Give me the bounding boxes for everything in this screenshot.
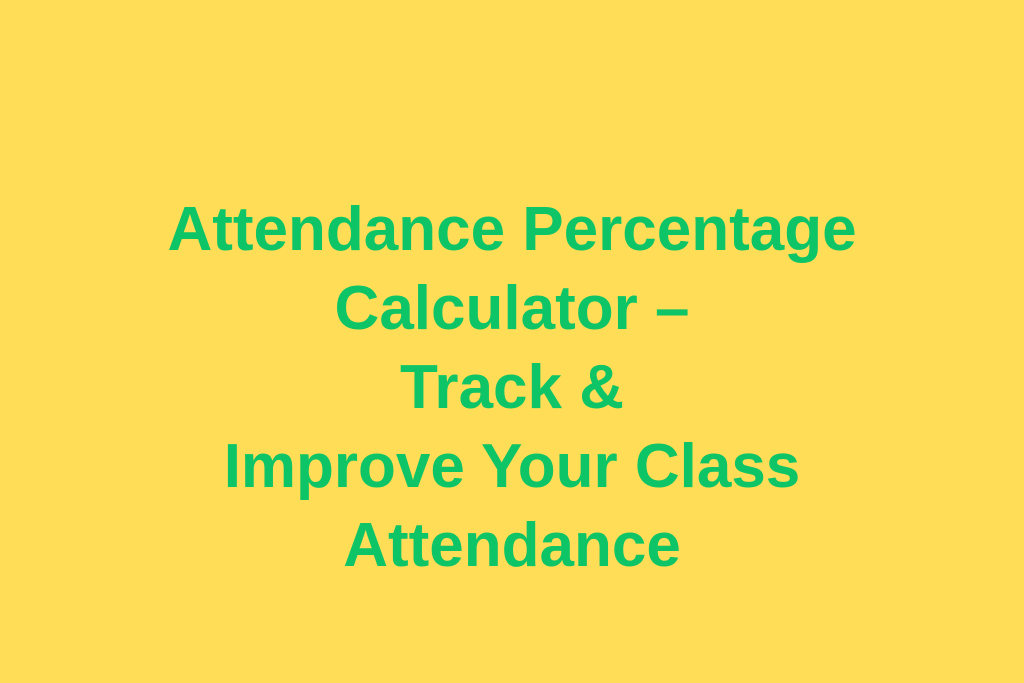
title-line-3: Track &	[399, 353, 625, 422]
title-line-5: Attendance	[343, 511, 681, 580]
title-line-1: Attendance Percentage	[167, 195, 857, 264]
title-line-2: Calculator –	[334, 274, 690, 343]
page-title: Attendance Percentage Calculator – Track…	[0, 190, 1024, 585]
title-line-4: Improve Your Class	[223, 432, 801, 501]
